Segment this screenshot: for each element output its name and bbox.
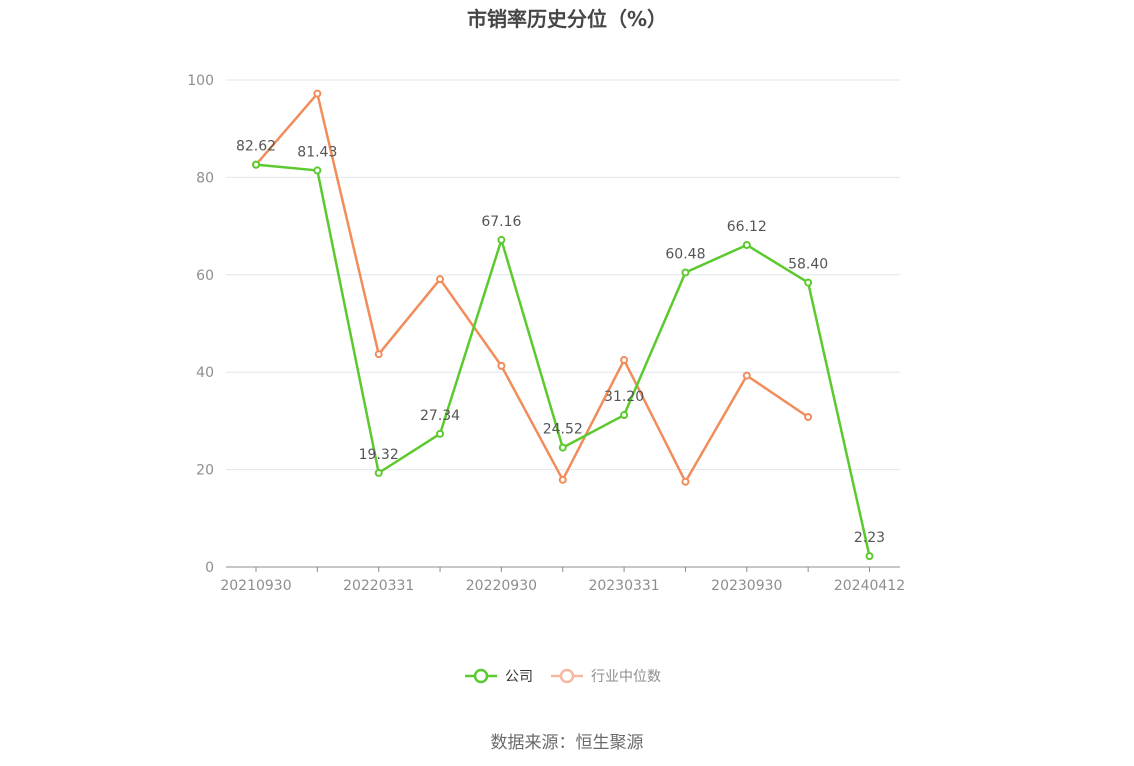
x-tick-label: 20220930 bbox=[466, 578, 537, 594]
x-tick-label: 20230930 bbox=[711, 578, 782, 594]
y-tick-label: 60 bbox=[196, 268, 214, 284]
x-tick-label: 20210930 bbox=[220, 578, 291, 594]
data-label: 58.40 bbox=[788, 257, 828, 273]
data-point[interactable] bbox=[865, 552, 874, 561]
data-labels: 82.62 81.43 19.32 27.34 67.16 24.52 31.20 60.48… bbox=[236, 139, 885, 546]
data-label: 82.62 bbox=[236, 139, 276, 155]
data-point[interactable] bbox=[620, 356, 629, 365]
x-tick-label: 20230331 bbox=[588, 578, 659, 594]
data-point[interactable] bbox=[436, 429, 445, 438]
data-label: 27.34 bbox=[420, 408, 460, 424]
axes: 0 20 40 60 80 100 20210930 20220331 20220930 2023… bbox=[187, 73, 905, 594]
legend-marker-icon bbox=[473, 668, 489, 684]
data-point[interactable] bbox=[313, 89, 322, 98]
data-label: 19.32 bbox=[359, 447, 399, 463]
data-label: 67.16 bbox=[481, 214, 521, 230]
legend-item-company[interactable]: 公司 bbox=[465, 668, 533, 685]
data-label: 66.12 bbox=[727, 219, 767, 235]
data-point[interactable] bbox=[742, 371, 751, 380]
legend-label: 公司 bbox=[505, 669, 533, 685]
data-point[interactable] bbox=[620, 411, 629, 420]
data-point[interactable] bbox=[681, 477, 690, 486]
data-point[interactable] bbox=[313, 166, 322, 175]
series-industry-median bbox=[252, 89, 813, 486]
source-note: 数据来源：恒生聚源 bbox=[491, 733, 644, 753]
data-point[interactable] bbox=[804, 278, 813, 287]
series-layer bbox=[252, 89, 874, 561]
x-tick-label: 20220331 bbox=[343, 578, 414, 594]
y-tick-label: 20 bbox=[196, 463, 214, 479]
data-point[interactable] bbox=[374, 350, 383, 359]
data-label: 24.52 bbox=[543, 422, 583, 438]
legend-marker-icon bbox=[559, 668, 575, 684]
data-point[interactable] bbox=[497, 361, 506, 370]
y-tick-label: 80 bbox=[196, 170, 214, 186]
data-point[interactable] bbox=[558, 443, 567, 452]
y-tick-label: 0 bbox=[205, 560, 214, 576]
data-point[interactable] bbox=[497, 235, 506, 244]
y-tick-label: 100 bbox=[187, 73, 214, 89]
data-point[interactable] bbox=[374, 468, 383, 477]
data-point[interactable] bbox=[436, 275, 445, 284]
data-point[interactable] bbox=[742, 240, 751, 249]
data-label: 2.23 bbox=[854, 530, 885, 546]
data-label: 81.43 bbox=[297, 144, 337, 160]
legend-label: 行业中位数 bbox=[591, 669, 661, 685]
data-point[interactable] bbox=[252, 160, 260, 169]
chart-title: 市销率历史分位（%） bbox=[467, 7, 667, 31]
data-point[interactable] bbox=[804, 413, 813, 422]
data-point[interactable] bbox=[558, 475, 567, 484]
series-line bbox=[255, 92, 809, 484]
data-point[interactable] bbox=[681, 268, 690, 277]
data-label: 60.48 bbox=[665, 246, 705, 262]
legend[interactable]: 公司 行业中位数 bbox=[465, 668, 661, 685]
y-tick-label: 40 bbox=[196, 365, 214, 381]
data-label: 31.20 bbox=[604, 389, 644, 405]
x-tick-label: 20240412 bbox=[834, 578, 905, 594]
legend-item-industry-median[interactable]: 行业中位数 bbox=[551, 668, 661, 685]
series-company bbox=[252, 160, 874, 561]
